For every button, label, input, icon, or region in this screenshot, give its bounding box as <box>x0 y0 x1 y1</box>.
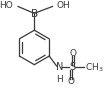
Text: H: H <box>56 75 63 84</box>
Text: CH$_3$: CH$_3$ <box>85 61 103 74</box>
Text: S: S <box>69 62 75 72</box>
Text: O: O <box>68 77 75 86</box>
Text: HO: HO <box>0 1 13 10</box>
Text: O: O <box>69 49 76 58</box>
Text: N: N <box>56 62 63 72</box>
Text: B: B <box>31 9 38 19</box>
Text: OH: OH <box>56 1 70 10</box>
